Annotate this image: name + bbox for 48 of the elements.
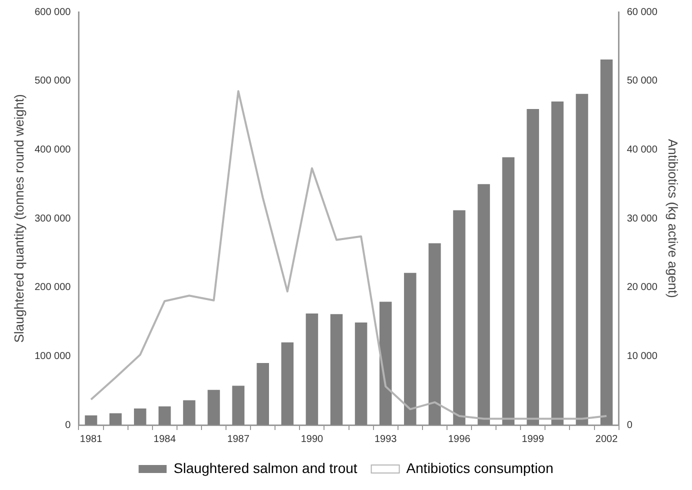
y-tick-label: 500 000 bbox=[34, 76, 72, 87]
bar bbox=[551, 101, 564, 425]
y-axis-title: Slaughtered quantity (tonnes round weight) bbox=[11, 94, 26, 343]
x-tick-label: 1990 bbox=[300, 434, 324, 445]
y-tick-label: 200 000 bbox=[34, 282, 72, 294]
y-tick-label: 100 000 bbox=[34, 350, 72, 362]
x-tick-label: 1999 bbox=[522, 434, 544, 445]
bar bbox=[208, 390, 220, 425]
y-tick-label: 600 000 bbox=[34, 6, 72, 18]
y2-tick-label: 30 000 bbox=[626, 213, 658, 224]
y2-tick-label: 50 000 bbox=[626, 76, 658, 87]
x-tick-label: 1996 bbox=[448, 434, 471, 445]
bar bbox=[109, 413, 122, 425]
bar bbox=[379, 302, 392, 425]
bar bbox=[526, 109, 540, 425]
bar bbox=[478, 184, 490, 425]
x-tick-label: 2002 bbox=[595, 434, 618, 445]
bar bbox=[134, 408, 146, 425]
y2-tick-label: 10 000 bbox=[626, 350, 658, 362]
y2-tick-label: 0 bbox=[626, 420, 633, 431]
bar bbox=[281, 342, 294, 425]
bar bbox=[183, 400, 196, 425]
legend-label: Antibiotics consumption bbox=[406, 460, 554, 476]
x-tick-label: 1987 bbox=[227, 434, 250, 445]
x-tick-label: 1981 bbox=[80, 434, 103, 445]
bar bbox=[330, 314, 343, 425]
bar bbox=[404, 272, 416, 425]
y-tick-label: 0 bbox=[65, 420, 72, 431]
x-tick-label: 1993 bbox=[374, 434, 398, 445]
bar bbox=[453, 210, 466, 425]
y2-tick-label: 20 000 bbox=[626, 282, 658, 294]
y-tick-label: 400 000 bbox=[34, 144, 72, 156]
bar bbox=[576, 94, 588, 425]
y2-tick-label: 60 000 bbox=[626, 6, 658, 18]
bar bbox=[158, 406, 171, 425]
y2-tick-label: 40 000 bbox=[626, 144, 658, 156]
bar bbox=[232, 386, 244, 425]
bar bbox=[84, 415, 98, 425]
bar bbox=[428, 243, 441, 425]
bar bbox=[354, 322, 368, 425]
y-tick-label: 300 000 bbox=[34, 213, 72, 224]
bar bbox=[256, 363, 269, 425]
bar bbox=[306, 313, 318, 425]
bar bbox=[600, 59, 613, 425]
bar bbox=[502, 157, 514, 425]
x-tick-label: 1984 bbox=[154, 434, 176, 445]
legend-label: Slaughtered salmon and trout bbox=[174, 460, 358, 476]
y2-axis-title: Antibiotics (kg active agent) bbox=[666, 139, 681, 298]
